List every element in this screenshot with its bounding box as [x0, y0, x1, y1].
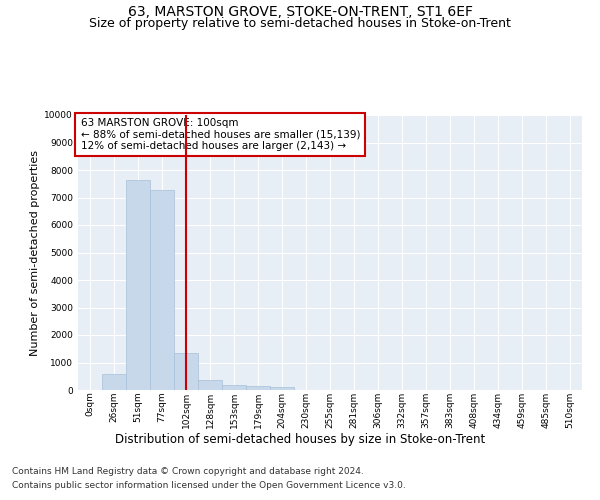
Text: Distribution of semi-detached houses by size in Stoke-on-Trent: Distribution of semi-detached houses by …: [115, 432, 485, 446]
Y-axis label: Number of semi-detached properties: Number of semi-detached properties: [30, 150, 40, 356]
Bar: [246, 386, 270, 390]
Bar: [198, 380, 222, 390]
Text: 63 MARSTON GROVE: 100sqm
← 88% of semi-detached houses are smaller (15,139)
12% : 63 MARSTON GROVE: 100sqm ← 88% of semi-d…: [80, 118, 360, 151]
Bar: [222, 384, 246, 390]
Text: Size of property relative to semi-detached houses in Stoke-on-Trent: Size of property relative to semi-detach…: [89, 18, 511, 30]
Text: 63, MARSTON GROVE, STOKE-ON-TRENT, ST1 6EF: 63, MARSTON GROVE, STOKE-ON-TRENT, ST1 6…: [128, 5, 473, 19]
Text: Contains public sector information licensed under the Open Government Licence v3: Contains public sector information licen…: [12, 481, 406, 490]
Bar: [174, 353, 198, 390]
Bar: [150, 190, 174, 390]
Bar: [102, 374, 126, 390]
Text: Contains HM Land Registry data © Crown copyright and database right 2024.: Contains HM Land Registry data © Crown c…: [12, 468, 364, 476]
Bar: [270, 386, 294, 390]
Bar: [126, 180, 150, 390]
